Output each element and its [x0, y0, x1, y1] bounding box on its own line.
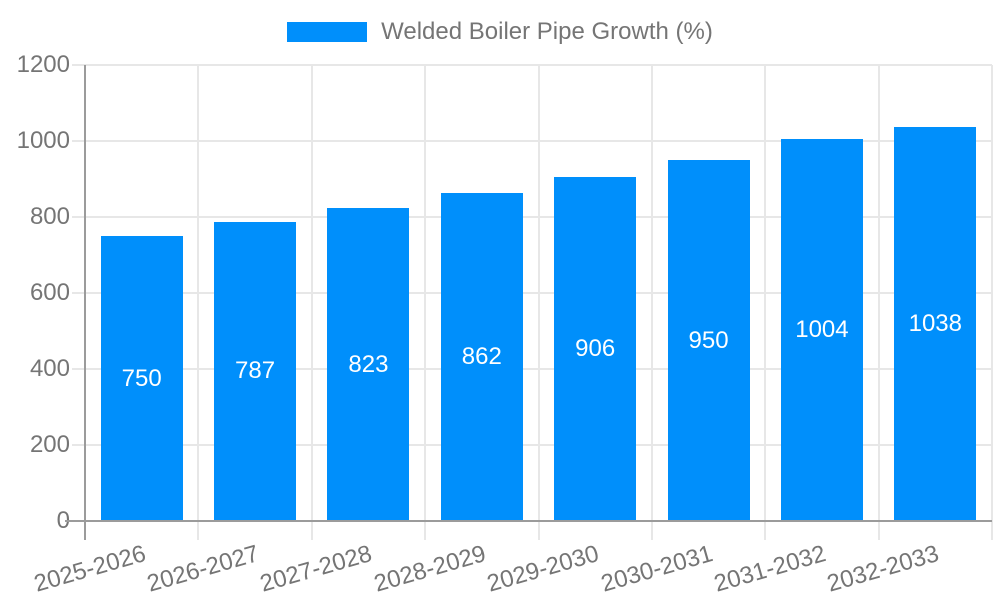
bar-value-label: 950: [688, 326, 729, 354]
bar: 1038: [894, 126, 977, 521]
y-axis-tick-label: 0: [56, 507, 70, 534]
y-axis-tick-label: 800: [29, 203, 70, 230]
chart-legend: Welded Boiler Pipe Growth (%): [0, 16, 1000, 48]
x-gridline: [424, 65, 427, 540]
y-axis-tick-label: 600: [29, 279, 70, 306]
bar: 862: [440, 193, 523, 521]
bar-value-label: 750: [121, 364, 162, 392]
bar-value-label: 906: [575, 334, 616, 362]
x-gridline: [991, 65, 993, 540]
y-axis-line: [84, 65, 86, 540]
bar: 750: [100, 236, 183, 521]
y-gridline: [72, 64, 992, 66]
y-gridline: [72, 368, 992, 370]
y-gridline: [72, 292, 992, 294]
x-gridline: [197, 65, 200, 540]
x-gridline: [310, 65, 313, 540]
bar: 950: [667, 160, 750, 521]
y-axis-tick-label: 200: [29, 431, 70, 458]
x-axis-line: [65, 520, 992, 522]
bar-value-label: 823: [348, 350, 389, 378]
y-axis-tick-label: 400: [29, 355, 70, 382]
legend-swatch: [287, 22, 368, 42]
y-gridline: [72, 216, 992, 218]
bar-value-label: 862: [461, 343, 502, 371]
y-gridline: [72, 444, 992, 446]
y-axis-tick-label: 1200: [16, 51, 70, 78]
x-gridline: [877, 65, 880, 540]
bar-value-label: 787: [235, 357, 276, 385]
x-gridline: [650, 65, 653, 540]
bar: 906: [554, 176, 637, 521]
x-gridline: [764, 65, 767, 540]
bar: 1004: [780, 139, 863, 521]
bar: 823: [327, 208, 410, 521]
x-gridline: [537, 65, 540, 540]
y-gridline: [72, 140, 992, 142]
bar-value-label: 1038: [908, 309, 962, 337]
bar-value-label: 1004: [795, 316, 849, 344]
bar: 787: [214, 221, 297, 521]
y-axis-tick-label: 1000: [16, 127, 70, 154]
legend-label: Welded Boiler Pipe Growth (%): [381, 18, 713, 45]
